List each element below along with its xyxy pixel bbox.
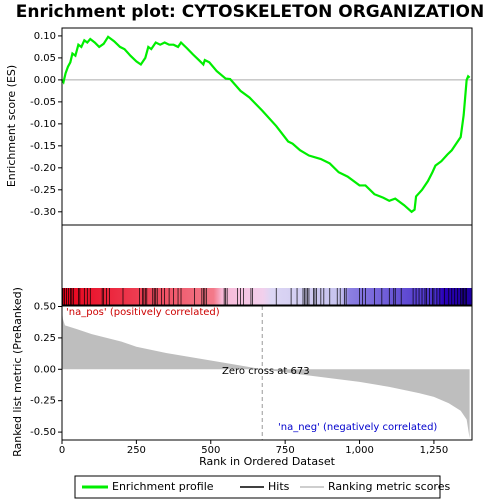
- es-frame: [61, 27, 473, 226]
- y-tick-label: 0.10: [34, 31, 56, 42]
- legend-label: Hits: [268, 480, 290, 493]
- y-axis-label: Enrichment score (ES): [5, 65, 18, 187]
- legend-label: Enrichment profile: [112, 480, 214, 493]
- y2-axis-label: Ranked list metric (PreRanked): [11, 287, 24, 457]
- x-tick-label: 0: [59, 445, 65, 456]
- metric-frame: [61, 305, 473, 441]
- y-tick-label: -0.05: [30, 97, 56, 108]
- y-tick-label: 0.00: [34, 75, 56, 86]
- neg-annotation: 'na_neg' (negatively correlated): [278, 422, 437, 433]
- y-tick-label: -0.20: [30, 163, 56, 174]
- y2-tick-label: -0.50: [30, 427, 56, 438]
- y-tick-label: -0.30: [30, 207, 56, 218]
- y2-tick-label: 0.00: [34, 364, 56, 375]
- y-tick-label: -0.25: [30, 185, 56, 196]
- plot-area: 0.10 0.05 0.00 -0.05 -0.10 -0.15 -0.20 -0.25 -0.…: [30, 27, 473, 456]
- x-tick-label: 750: [276, 445, 295, 456]
- pos-annotation: 'na_pos' (positively correlated): [66, 307, 220, 318]
- y2-tick-label: -0.25: [30, 396, 56, 407]
- enrichment-line: [61, 35, 471, 214]
- y-tick-label: -0.15: [30, 141, 56, 152]
- chart-title: Enrichment plot: CYTOSKELETON ORGANIZATI…: [16, 2, 485, 22]
- metric-area: [62, 310, 470, 439]
- y2-tick-label: 0.50: [34, 302, 56, 313]
- y2-tick-label: 0.25: [34, 333, 56, 344]
- legend-label: Ranking metric scores: [328, 480, 450, 493]
- zero-cross-annotation: Zero cross at 673: [222, 366, 310, 377]
- x-axis-label: Rank in Ordered Dataset: [199, 455, 336, 468]
- y-tick-label: -0.10: [30, 119, 56, 130]
- x-tick-label: 1,000: [345, 445, 374, 456]
- rank-color-bar: [62, 288, 472, 305]
- x-tick-label: 250: [127, 445, 146, 456]
- x-tick-label: 500: [201, 445, 220, 456]
- x-tick-label: 1,250: [420, 445, 449, 456]
- y-tick-label: 0.05: [34, 53, 56, 64]
- hits-frame: [61, 224, 473, 306]
